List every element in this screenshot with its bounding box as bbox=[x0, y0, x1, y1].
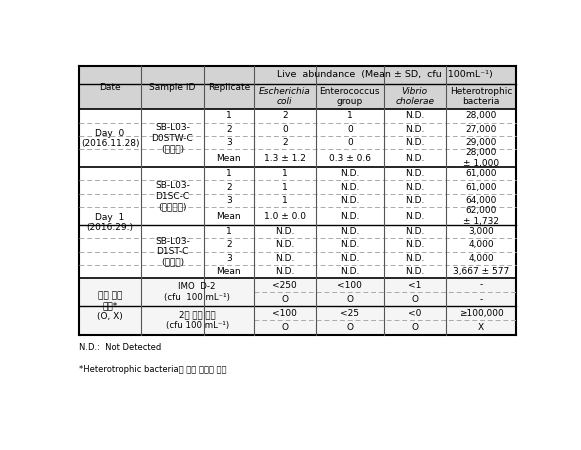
Text: N.D.: N.D. bbox=[275, 254, 295, 263]
Text: N.D.: N.D. bbox=[405, 196, 425, 205]
Text: *Heterotrophic bacteria의 경우 시험수 기준: *Heterotrophic bacteria의 경우 시험수 기준 bbox=[80, 365, 227, 374]
Text: O: O bbox=[411, 323, 418, 332]
Text: 0.3 ± 0.6: 0.3 ± 0.6 bbox=[329, 153, 371, 162]
Text: Date: Date bbox=[99, 83, 121, 92]
Text: N.D.: N.D. bbox=[405, 183, 425, 192]
Text: Mean: Mean bbox=[217, 212, 241, 220]
Text: 3: 3 bbox=[226, 254, 232, 263]
Text: <100: <100 bbox=[338, 280, 362, 289]
Text: Day  0
(2016.11.28): Day 0 (2016.11.28) bbox=[81, 129, 139, 148]
Text: 3: 3 bbox=[226, 138, 232, 147]
Text: 64,000: 64,000 bbox=[465, 196, 497, 205]
Text: N.D.: N.D. bbox=[340, 227, 360, 236]
Text: -: - bbox=[479, 295, 483, 304]
Text: Heterotrophic
bacteria: Heterotrophic bacteria bbox=[450, 87, 512, 106]
Text: SB-L03-
D1SC-C
(비처리수): SB-L03- D1SC-C (비처리수) bbox=[155, 181, 190, 211]
Text: N.D.: N.D. bbox=[405, 153, 425, 162]
Text: 2: 2 bbox=[226, 125, 232, 134]
Text: N.D.: N.D. bbox=[340, 254, 360, 263]
Text: N.D.: N.D. bbox=[405, 212, 425, 220]
Text: N.D.: N.D. bbox=[405, 227, 425, 236]
Text: 61,000: 61,000 bbox=[465, 183, 497, 192]
Text: Escherichia
coli: Escherichia coli bbox=[259, 87, 311, 106]
Text: 4,000: 4,000 bbox=[468, 240, 494, 249]
Text: 61,000: 61,000 bbox=[465, 169, 497, 178]
Text: 1.3 ± 1.2: 1.3 ± 1.2 bbox=[264, 153, 306, 162]
Text: N.D.: N.D. bbox=[405, 125, 425, 134]
Text: SB-L03-
D1ST-C
(처리수): SB-L03- D1ST-C (처리수) bbox=[155, 237, 190, 266]
Text: 0: 0 bbox=[347, 138, 353, 147]
Text: Day  1
(2016.29.): Day 1 (2016.29.) bbox=[87, 213, 134, 232]
Text: Vibrio
cholerae: Vibrio cholerae bbox=[395, 87, 434, 106]
Text: 1: 1 bbox=[226, 227, 232, 236]
Text: 1: 1 bbox=[226, 112, 232, 121]
Text: 1: 1 bbox=[282, 183, 288, 192]
Text: N.D.: N.D. bbox=[405, 254, 425, 263]
Text: <100: <100 bbox=[272, 309, 297, 318]
Text: 62,000
± 1,732: 62,000 ± 1,732 bbox=[463, 207, 499, 226]
Text: 0: 0 bbox=[282, 125, 288, 134]
Text: -: - bbox=[479, 280, 483, 289]
Text: ≥100,000: ≥100,000 bbox=[458, 309, 503, 318]
Text: 3,000: 3,000 bbox=[468, 227, 494, 236]
Text: N.D.: N.D. bbox=[340, 169, 360, 178]
Text: 2: 2 bbox=[282, 112, 288, 121]
Text: 28,000: 28,000 bbox=[465, 112, 497, 121]
Text: <25: <25 bbox=[340, 309, 359, 318]
Text: N.D.: N.D. bbox=[340, 212, 360, 220]
Text: Live  abundance  (Mean ± SD,  cfu  100mL⁻¹): Live abundance (Mean ± SD, cfu 100mL⁻¹) bbox=[277, 70, 493, 79]
Text: 29,000: 29,000 bbox=[465, 138, 497, 147]
Text: 2: 2 bbox=[282, 138, 288, 147]
Text: 2차 년도 목표
(cfu 100 mL⁻¹): 2차 년도 목표 (cfu 100 mL⁻¹) bbox=[166, 311, 229, 330]
Text: 1.0 ± 0.0: 1.0 ± 0.0 bbox=[264, 212, 306, 220]
Text: 1: 1 bbox=[347, 112, 353, 121]
Text: SB-L03-
D0STW-C
(시험수): SB-L03- D0STW-C (시험수) bbox=[152, 123, 193, 153]
Text: 1: 1 bbox=[282, 196, 288, 205]
Text: 3,667 ± 577: 3,667 ± 577 bbox=[453, 267, 509, 276]
Text: O: O bbox=[346, 295, 353, 304]
Text: 0: 0 bbox=[347, 125, 353, 134]
Text: N.D.: N.D. bbox=[275, 240, 295, 249]
Text: N.D.: N.D. bbox=[405, 267, 425, 276]
Text: N.D.: N.D. bbox=[340, 267, 360, 276]
Text: N.D.: N.D. bbox=[340, 196, 360, 205]
Bar bbox=[80, 167, 516, 278]
Text: 28,000
± 1,000: 28,000 ± 1,000 bbox=[463, 148, 499, 168]
Text: IMO  D-2
(cfu  100 mL⁻¹): IMO D-2 (cfu 100 mL⁻¹) bbox=[164, 283, 230, 302]
Text: 1: 1 bbox=[282, 169, 288, 178]
Text: <0: <0 bbox=[408, 309, 421, 318]
Bar bbox=[80, 66, 516, 109]
Text: N.D.: N.D. bbox=[405, 169, 425, 178]
Text: N.D.: N.D. bbox=[340, 183, 360, 192]
Text: O: O bbox=[346, 323, 353, 332]
Text: N.D.: N.D. bbox=[405, 112, 425, 121]
Text: O: O bbox=[281, 323, 288, 332]
Text: Mean: Mean bbox=[217, 153, 241, 162]
Text: 2: 2 bbox=[226, 183, 232, 192]
Text: 2: 2 bbox=[226, 240, 232, 249]
Text: O: O bbox=[411, 295, 418, 304]
Text: 기준 만족
여부*
(O, X): 기준 만족 여부* (O, X) bbox=[97, 292, 123, 321]
Text: <250: <250 bbox=[272, 280, 297, 289]
Text: N.D.: N.D. bbox=[405, 138, 425, 147]
Text: 1: 1 bbox=[226, 169, 232, 178]
Text: <1: <1 bbox=[408, 280, 421, 289]
Text: X: X bbox=[478, 323, 484, 332]
Bar bbox=[80, 278, 516, 335]
Text: N.D.: N.D. bbox=[275, 227, 295, 236]
Text: Replicate: Replicate bbox=[208, 83, 250, 92]
Text: N.D.: N.D. bbox=[405, 240, 425, 249]
Text: N.D.: N.D. bbox=[340, 240, 360, 249]
Text: N.D.:  Not Detected: N.D.: Not Detected bbox=[80, 343, 162, 352]
Text: 4,000: 4,000 bbox=[468, 254, 494, 263]
Text: Mean: Mean bbox=[217, 267, 241, 276]
Text: 27,000: 27,000 bbox=[465, 125, 497, 134]
Text: N.D.: N.D. bbox=[275, 267, 295, 276]
Text: 3: 3 bbox=[226, 196, 232, 205]
Text: Enterococcus
group: Enterococcus group bbox=[320, 87, 380, 106]
Text: O: O bbox=[281, 295, 288, 304]
Text: Sample ID: Sample ID bbox=[149, 83, 196, 92]
Bar bbox=[80, 109, 516, 167]
